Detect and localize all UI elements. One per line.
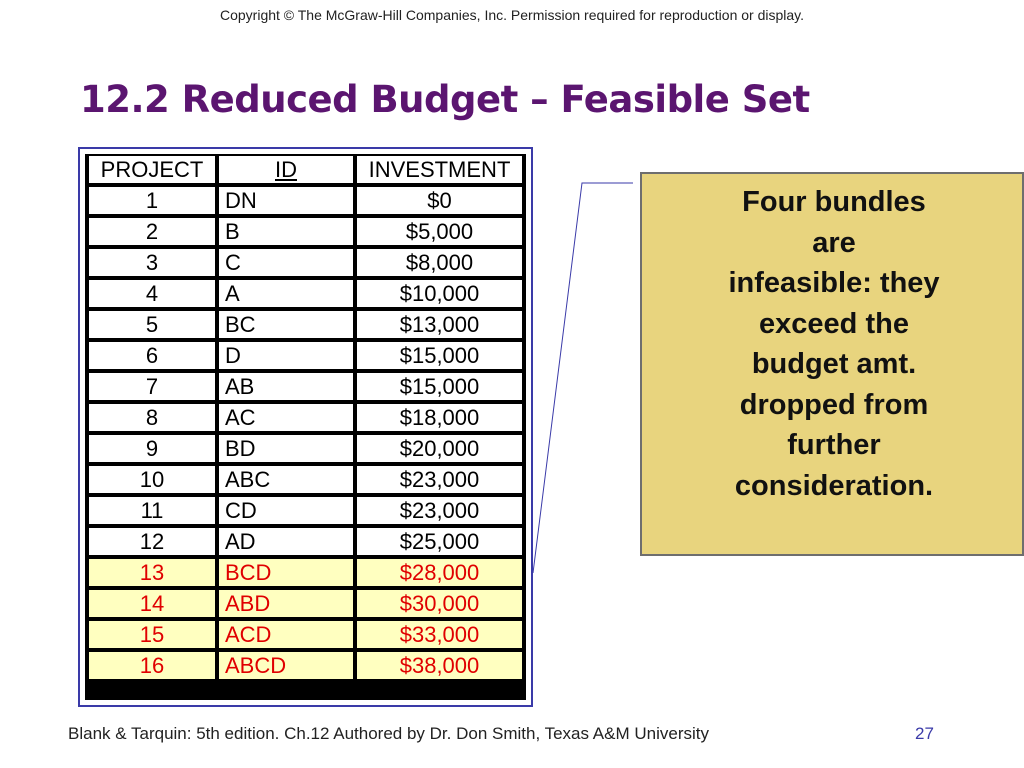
project-cell: 11 [87,497,217,524]
project-cell: 3 [87,249,217,276]
project-cell: 13 [87,559,217,586]
table-row: 16 ABCD $38,000 [87,652,524,679]
project-cell: 10 [87,466,217,493]
table-row: 11 CD $23,000 [87,497,524,524]
table-row: 8 AC $18,000 [87,404,524,431]
investment-cell: $33,000 [355,621,524,648]
id-cell: ABCD [217,652,355,679]
investment-cell: $25,000 [355,528,524,555]
table-row: 1 DN $0 [87,187,524,214]
investment-cell: $15,000 [355,342,524,369]
id-cell: ABC [217,466,355,493]
project-cell: 6 [87,342,217,369]
slide-title: 12.2 Reduced Budget – Feasible Set [80,78,810,121]
callout-line: further [787,429,881,461]
header-project: PROJECT [87,156,217,183]
bundle-table: PROJECT ID INVESTMENT 1 DN $0 2 B $5,000 3 C $8,… [87,152,524,683]
id-cell: CD [217,497,355,524]
investment-cell: $23,000 [355,466,524,493]
table-row: 6 D $15,000 [87,342,524,369]
header-investment: INVESTMENT [355,156,524,183]
project-cell: 4 [87,280,217,307]
callout-line: budget amt. [751,348,917,380]
id-cell: AB [217,373,355,400]
project-cell: 5 [87,311,217,338]
id-cell: ACD [217,621,355,648]
callout-line: dropped from [739,388,929,421]
investment-cell: $10,000 [355,280,524,307]
project-cell: 7 [87,373,217,400]
callout-line: infeasible: they [728,267,940,299]
table-row: 14 ABD $30,000 [87,590,524,617]
investment-cell: $13,000 [355,311,524,338]
table-row: 7 AB $15,000 [87,373,524,400]
table-row: 3 C $8,000 [87,249,524,276]
callout-text: Four bundles are infeasible: they exceed th… [694,182,974,506]
id-cell: DN [217,187,355,214]
table-body: 1 DN $0 2 B $5,000 3 C $8,000 4 A $10,000 5 BC $13,000… [87,187,524,679]
table-row: 4 A $10,000 [87,280,524,307]
page-number: 27 [915,724,934,743]
investment-cell: $5,000 [355,218,524,245]
id-cell: BCD [217,559,355,586]
footer-citation: Blank & Tarquin: 5th edition. Ch.12 Auth… [68,724,709,743]
table-row: 5 BC $13,000 [87,311,524,338]
id-cell: C [217,249,355,276]
table-inner: PROJECT ID INVESTMENT 1 DN $0 2 B $5,000 3 C $8,… [85,154,526,700]
table-row: 12 AD $25,000 [87,528,524,555]
investment-cell: $15,000 [355,373,524,400]
project-cell: 2 [87,218,217,245]
investment-cell: $0 [355,187,524,214]
table-header-row: PROJECT ID INVESTMENT [87,156,524,183]
callout-line: Four bundles [742,186,926,218]
investment-cell: $23,000 [355,497,524,524]
project-cell: 15 [87,621,217,648]
callout-line: are [812,226,856,259]
callout-line: exceed the [759,307,909,340]
header-id: ID [217,156,355,183]
id-cell: ABD [217,590,355,617]
table-row: 15 ACD $33,000 [87,621,524,648]
id-cell: A [217,280,355,307]
investment-cell: $38,000 [355,652,524,679]
investment-cell: $28,000 [355,559,524,586]
project-cell: 1 [87,187,217,214]
table-row: 10 ABC $23,000 [87,466,524,493]
project-cell: 8 [87,404,217,431]
table-row: 13 BCD $28,000 [87,559,524,586]
id-cell: D [217,342,355,369]
id-cell: BD [217,435,355,462]
copyright-notice: Copyright © The McGraw-Hill Companies, I… [219,7,805,23]
project-cell: 16 [87,652,217,679]
id-cell: AC [217,404,355,431]
investment-cell: $30,000 [355,590,524,617]
id-cell: BC [217,311,355,338]
infeasible-callout-box: Four bundles are infeasible: they exceed th… [640,172,1024,556]
id-cell: B [217,218,355,245]
table-row: 9 BD $20,000 [87,435,524,462]
investment-cell: $8,000 [355,249,524,276]
project-cell: 12 [87,528,217,555]
project-cell: 14 [87,590,217,617]
investment-cell: $18,000 [355,404,524,431]
project-cell: 9 [87,435,217,462]
id-cell: AD [217,528,355,555]
table-row: 2 B $5,000 [87,218,524,245]
callout-line: consideration. [734,469,934,502]
table-frame: PROJECT ID INVESTMENT 1 DN $0 2 B $5,000 3 C $8,… [78,147,533,707]
investment-cell: $20,000 [355,435,524,462]
